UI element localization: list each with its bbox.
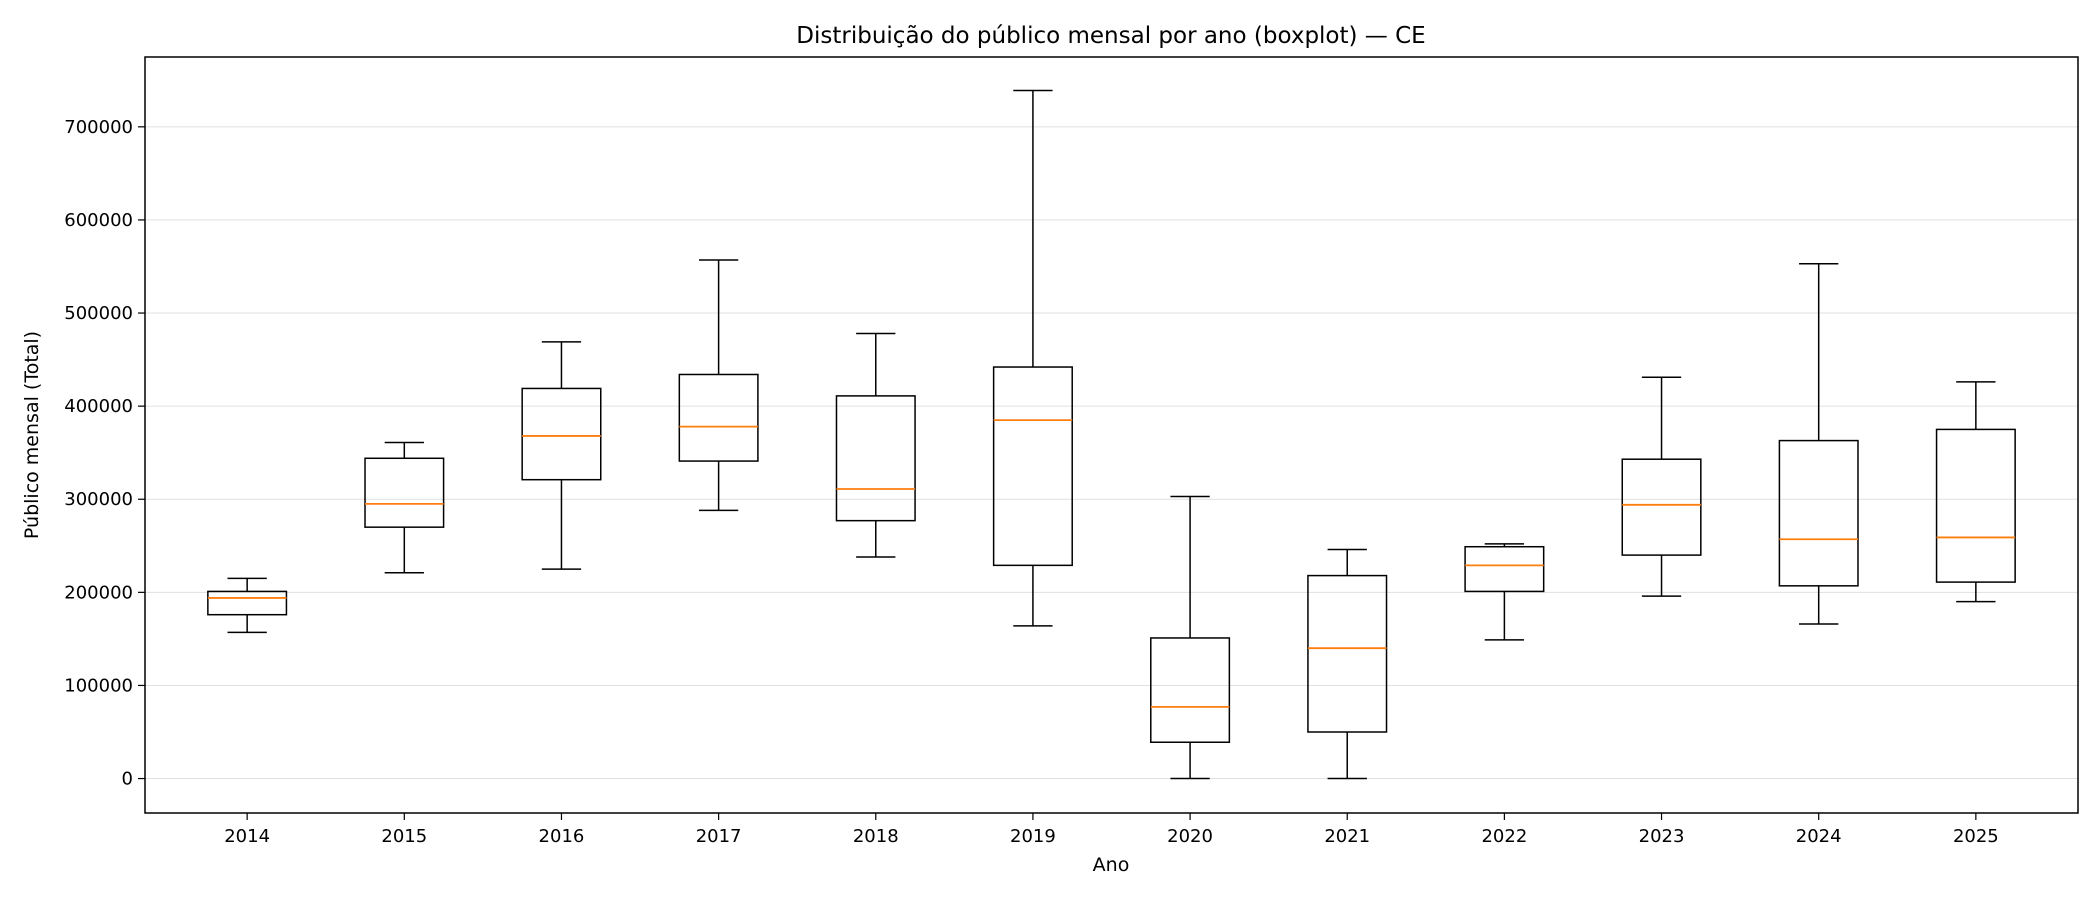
y-tick-label: 200000 xyxy=(64,582,133,603)
box-2015 xyxy=(364,441,445,574)
chart-title: Distribuição do público mensal por ano (… xyxy=(796,23,1425,49)
x-tick-label: 2022 xyxy=(1481,826,1527,847)
box-series xyxy=(207,89,2016,780)
box-2023 xyxy=(1621,376,1702,597)
y-tick-label: 500000 xyxy=(64,303,133,324)
box-iqr xyxy=(521,387,602,481)
y-tick-label: 700000 xyxy=(64,117,133,138)
x-tick-label: 2016 xyxy=(539,826,585,847)
box-iqr xyxy=(678,373,759,462)
box-2020 xyxy=(1150,495,1231,780)
box-2014 xyxy=(207,577,288,634)
box-iqr xyxy=(364,457,445,528)
box-2017 xyxy=(678,259,759,512)
y-tick-label: 600000 xyxy=(64,210,133,231)
box-2018 xyxy=(835,332,916,558)
plot-frame xyxy=(144,56,2079,814)
box-2025 xyxy=(1935,381,2016,603)
box-iqr xyxy=(835,395,916,522)
x-tick-label: 2024 xyxy=(1796,826,1842,847)
y-axis-ticks: 0 100000 200000 300000 400000 500000 600000 700… xyxy=(64,117,145,790)
y-tick-label: 300000 xyxy=(64,489,133,510)
y-tick-label: 400000 xyxy=(64,396,133,417)
box-iqr xyxy=(1935,428,2016,583)
box-iqr xyxy=(992,366,1073,567)
box-iqr xyxy=(1150,637,1231,743)
x-tick-label: 2015 xyxy=(381,826,427,847)
box-iqr xyxy=(1778,439,1859,587)
x-tick-label: 2017 xyxy=(696,826,742,847)
x-tick-label: 2019 xyxy=(1010,826,1056,847)
box-2024 xyxy=(1778,262,1859,625)
box-2021 xyxy=(1307,548,1388,780)
box-2016 xyxy=(521,341,602,570)
x-tick-label: 2025 xyxy=(1953,826,1999,847)
x-tick-label: 2021 xyxy=(1324,826,1370,847)
x-tick-label: 2014 xyxy=(224,826,270,847)
box-iqr xyxy=(1621,458,1702,556)
box-2019 xyxy=(992,89,1073,627)
box-iqr xyxy=(1307,574,1388,733)
x-tick-label: 2023 xyxy=(1639,826,1685,847)
x-axis-ticks: 2014 2015 2016 2017 2018 2019 2020 2021 2022 2023… xyxy=(224,813,1999,847)
box-iqr xyxy=(207,590,288,616)
y-axis-label: Público mensal (Total) xyxy=(21,331,43,539)
box-iqr xyxy=(1464,545,1545,593)
x-tick-label: 2018 xyxy=(853,826,899,847)
x-axis-label: Ano xyxy=(1093,854,1130,876)
y-tick-label: 0 xyxy=(122,769,133,790)
x-tick-label: 2020 xyxy=(1167,826,1213,847)
box-2022 xyxy=(1464,543,1545,641)
grid-lines xyxy=(145,126,2078,780)
y-tick-label: 100000 xyxy=(64,675,133,696)
